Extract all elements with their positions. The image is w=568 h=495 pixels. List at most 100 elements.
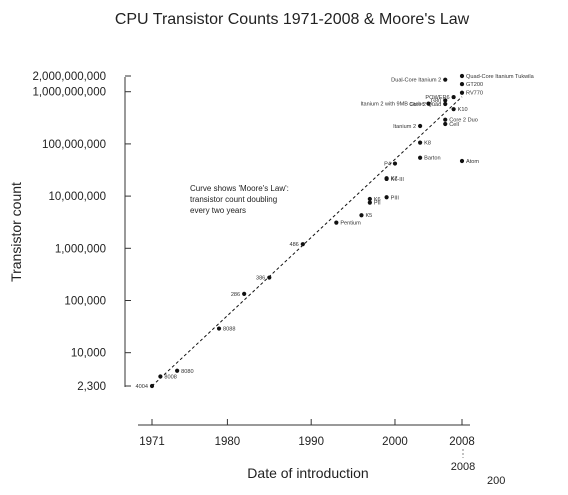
point-label: K10 [458, 107, 468, 113]
point-marker [175, 368, 180, 373]
point-marker [418, 140, 423, 145]
point-marker [443, 121, 448, 127]
y-tick-label: 10,000 [71, 348, 106, 360]
point-label: RV770 [466, 91, 483, 97]
point-label: 4004 [136, 384, 148, 390]
data-point: RV770 [459, 90, 483, 97]
point-label: K8 [424, 141, 431, 147]
point-marker [418, 155, 423, 160]
point-marker [359, 213, 364, 218]
x-tick-label: 1971 [139, 436, 165, 448]
extra-label-2008: 2008 [451, 461, 475, 473]
data-point: GT200 [459, 81, 483, 88]
point-marker [426, 101, 431, 106]
point-label: 286 [231, 292, 240, 298]
y-tick-label: 100,000,000 [42, 139, 106, 151]
point-label: 386 [256, 276, 265, 282]
data-point: Core 2 Duo [443, 117, 478, 124]
point-marker [300, 242, 305, 247]
point-label: Core 2 Duo [449, 118, 478, 124]
point-label: 8080 [181, 369, 193, 375]
point-marker [443, 101, 448, 107]
data-point: Atom [459, 158, 479, 165]
point-marker [443, 77, 448, 82]
data-point: P4 [384, 161, 398, 168]
chart-title: CPU Transistor Counts 1971-2008 & Moore'… [115, 11, 470, 28]
point-label: Core 2 Quad [409, 102, 441, 108]
point-marker [216, 326, 222, 331]
point-label: Dual-Core Itanium 2 [391, 78, 441, 84]
point-label: Barton [424, 156, 440, 162]
y-tick-label: 2,000,000,000 [32, 71, 106, 83]
point-marker [451, 94, 456, 100]
annotation-line-2: transistor count doubling [190, 195, 277, 204]
annotation-line-3: every two years [190, 206, 246, 215]
point-marker [443, 98, 448, 103]
data-point: 386 [256, 275, 272, 282]
point-marker [392, 161, 398, 166]
point-label: K6-III [391, 177, 405, 183]
data-point: K7 [384, 176, 397, 182]
point-marker [459, 158, 465, 164]
point-label: POWER6 [425, 95, 449, 101]
point-label: K6 [374, 197, 381, 203]
point-marker [242, 291, 247, 296]
data-point: 8008 [158, 374, 177, 380]
y-tick-label: 10,000,000 [48, 191, 106, 203]
point-label: PII [374, 201, 381, 207]
point-label: G80 [431, 98, 442, 104]
point-label: GT200 [466, 82, 483, 88]
extra-label-200: 200 [487, 475, 505, 487]
x-tick-label: 1990 [298, 436, 324, 448]
point-marker [459, 73, 465, 79]
data-point: G80 [431, 98, 448, 104]
point-marker [267, 275, 272, 280]
moores-law-trend [151, 96, 463, 387]
data-point: Barton [418, 155, 441, 162]
point-label: Itanium 2 with 9MB cache [360, 102, 424, 108]
point-label: K7 [391, 176, 398, 182]
x-tick-label: 2008 [449, 436, 475, 448]
data-point: 8080 [175, 368, 194, 375]
point-label: 8088 [223, 327, 235, 333]
data-point: Pentium [334, 220, 361, 227]
data-point: PIII [384, 195, 399, 201]
data-point: K6 [367, 196, 381, 203]
point-marker [418, 123, 423, 129]
data-point: Cell [443, 121, 459, 128]
data-point: 4004 [136, 383, 155, 390]
y-axis-label: Transistor count [8, 182, 24, 282]
point-marker [367, 196, 372, 202]
point-marker [384, 195, 389, 200]
data-point: 286 [231, 291, 247, 298]
y-axis: 2,300 10,000 100,000 1,000,000 10,000,000 100… [32, 71, 131, 393]
data-point: K5 [359, 213, 372, 219]
point-label: 486 [289, 242, 298, 248]
data-point: 486 [289, 242, 305, 248]
point-marker [334, 220, 339, 225]
data-point: Core 2 Quad [409, 101, 448, 108]
point-label: Itanium 2 [393, 124, 416, 130]
y-tick-label: 2,300 [77, 381, 106, 393]
data-point: K10 [451, 107, 468, 113]
point-label: PIII [391, 195, 400, 201]
point-marker [451, 107, 456, 112]
data-point: Itanium 2 [393, 123, 423, 130]
point-marker [459, 81, 465, 87]
data-point: Quad-Core Itanium Tukwila [459, 73, 535, 80]
point-marker [149, 383, 155, 389]
point-marker [158, 374, 163, 379]
data-point: POWER6 [425, 94, 456, 101]
x-axis-label: Date of introduction [247, 465, 368, 481]
x-tick-label: 1980 [215, 436, 241, 448]
annotation-line-1: Curve shows 'Moore's Law': [190, 184, 289, 193]
y-tick-label: 1,000,000 [55, 243, 106, 255]
trend-line [151, 96, 463, 387]
point-marker [367, 200, 372, 205]
x-axis: 1971 1980 1990 2000 2008 [138, 419, 475, 448]
point-label: 8008 [164, 374, 176, 380]
data-point: Itanium 2 with 9MB cache [360, 101, 431, 108]
point-label: P4 [384, 162, 391, 168]
